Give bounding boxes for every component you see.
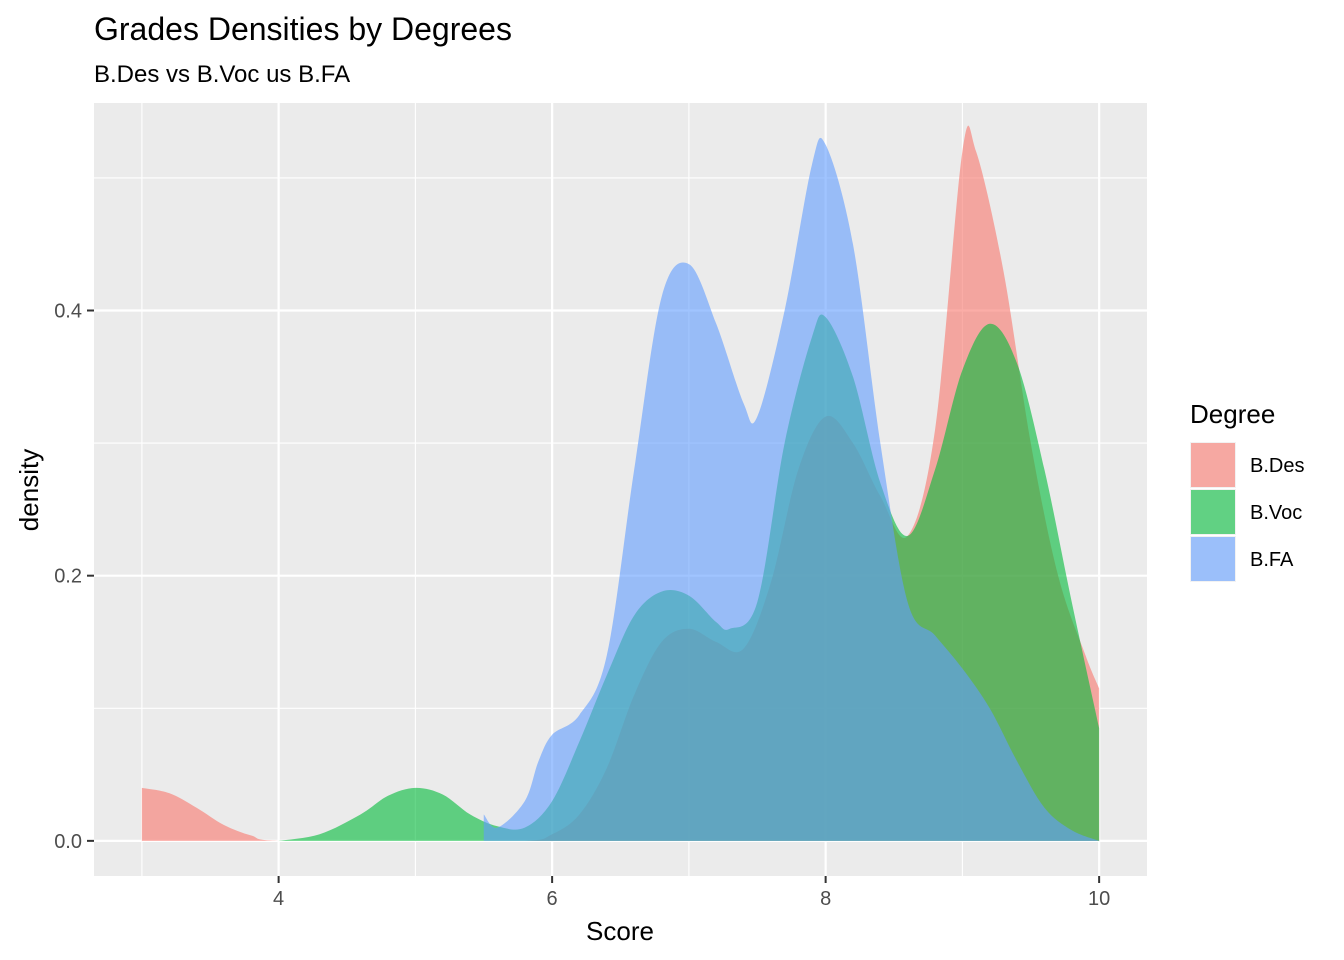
y-axis-ticks: 0.0 0.2 0.4 bbox=[54, 301, 94, 853]
legend-label: B.Des bbox=[1250, 455, 1304, 477]
density-area-bfa bbox=[483, 137, 1100, 841]
legend-swatch bbox=[1191, 490, 1235, 534]
legend-label: B.Voc bbox=[1250, 502, 1302, 524]
y-tick-label: 0.4 bbox=[54, 301, 82, 323]
chart-title: Grades Densities by Degrees bbox=[94, 11, 512, 47]
chart-subtitle: B.Des vs B.Voc us B.FA bbox=[94, 61, 350, 88]
legend-title: Degree bbox=[1190, 399, 1275, 429]
x-tick-label: 10 bbox=[1088, 888, 1110, 910]
x-tick-label: 4 bbox=[273, 888, 284, 910]
x-axis-title: Score bbox=[586, 916, 654, 946]
y-tick-label: 0.2 bbox=[54, 566, 82, 588]
y-tick-label: 0.0 bbox=[54, 831, 82, 853]
x-axis-ticks: 4 6 8 10 bbox=[273, 876, 1110, 910]
x-tick-label: 6 bbox=[547, 888, 558, 910]
legend-label: B.FA bbox=[1250, 549, 1294, 571]
density-areas bbox=[141, 125, 1100, 841]
y-axis-title: density bbox=[14, 449, 44, 531]
legend-swatch bbox=[1191, 443, 1235, 487]
legend-swatch bbox=[1191, 537, 1235, 581]
x-tick-label: 8 bbox=[820, 888, 831, 910]
legend: Degree B.Des B.Voc B.FA bbox=[1190, 399, 1304, 582]
